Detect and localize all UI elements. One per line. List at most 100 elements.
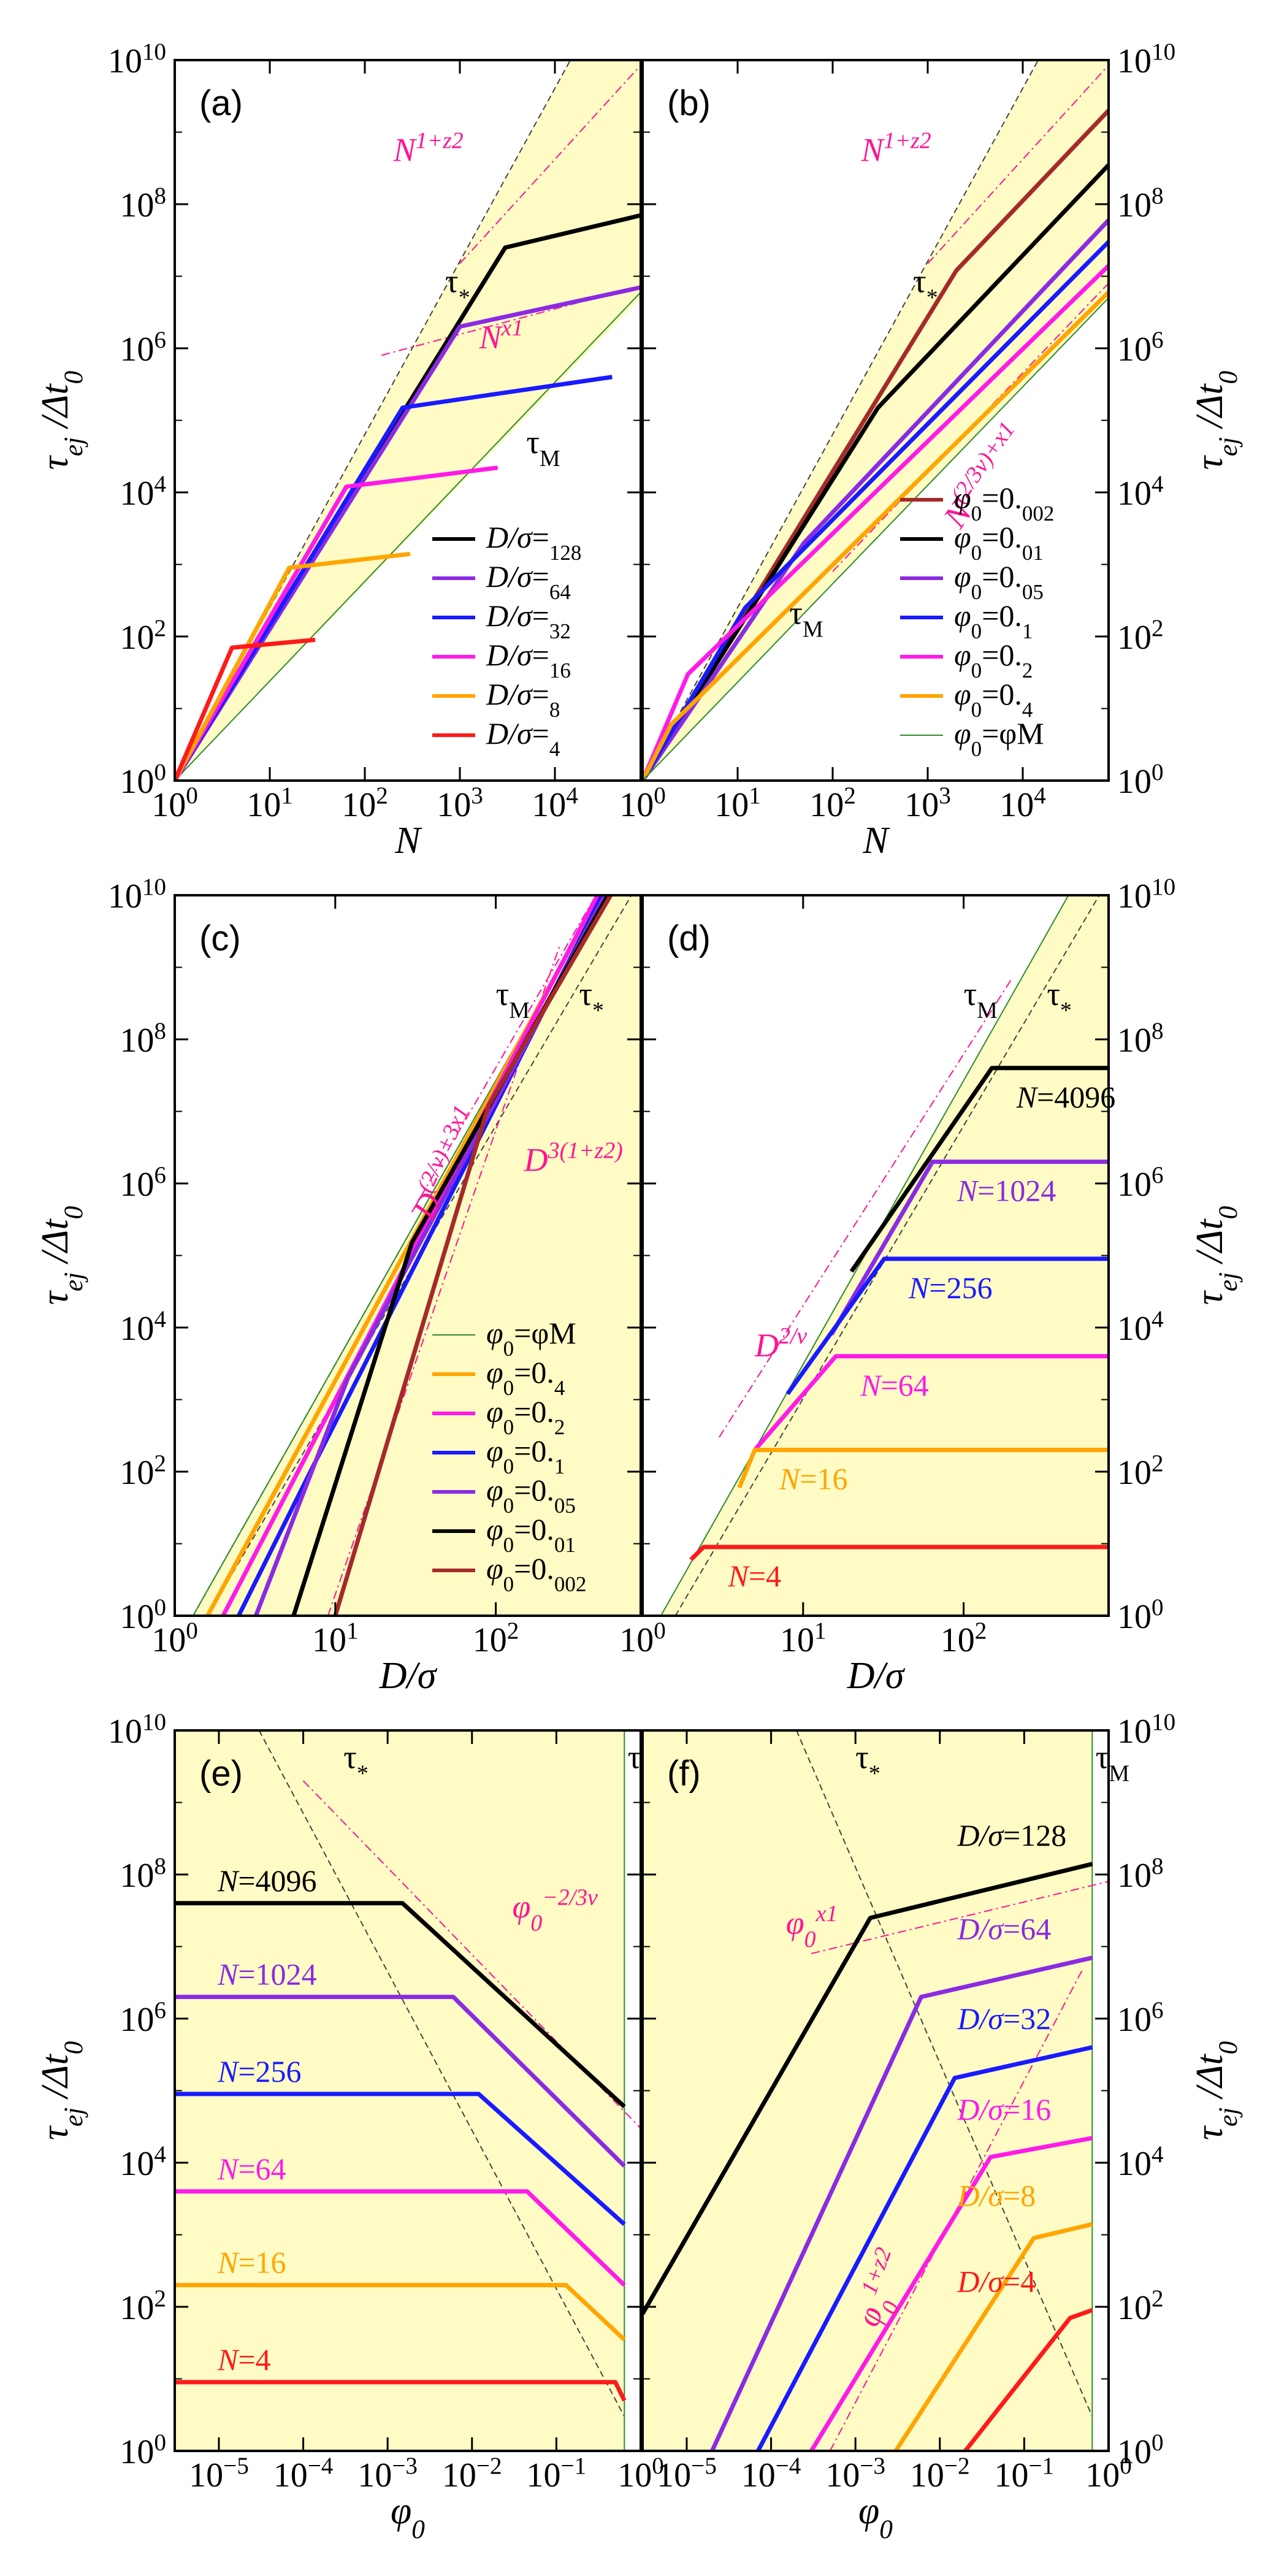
y-tick-label: 1010 [1117,39,1175,81]
tau-star-label: τ* [1047,976,1072,1023]
x-axis-title: D/σ [847,1655,906,1697]
x-tick-label: 101 [246,782,293,825]
series-line [175,2092,626,2226]
series-line [175,465,498,781]
series-inline-label: N=4096 [217,1863,317,1898]
y-tick-label: 108 [120,1853,166,1895]
shaded-region [175,1730,625,2451]
y-tick-label: 106 [120,327,166,369]
y-tick-label: 1010 [1117,1709,1175,1751]
series-line [221,895,600,1616]
x-tick-label: 102 [941,1618,987,1660]
x-tick-label: 10−4 [273,2453,334,2495]
x-tick-label: 10−2 [442,2453,502,2495]
y-tick-label: 104 [120,1306,166,1348]
series-inline-label: D/σ=64 [957,1912,1051,1946]
x-axis-title: φ0 [858,2490,893,2544]
y-tick-label: 100 [120,759,166,801]
series-line [175,2283,626,2342]
panel-label: (e) [199,1754,243,1794]
series-line [756,2045,1093,2451]
x-tick-label: 100 [619,1618,666,1660]
series-inline-label: N=64 [860,1368,929,1402]
x-tick-label: 100 [151,1618,198,1660]
series-line [785,1256,1109,1396]
x-tick-label: 10−3 [825,2453,885,2495]
power-law-label: Nx1 [479,315,524,356]
x-tick-label: 10−2 [910,2453,970,2495]
power-law-label: N1+z2 [861,128,931,168]
legend-label: φ0=0.002 [486,1551,586,1596]
legend-label: D/σ=32 [486,598,571,643]
series-inline-label: N=16 [217,2245,286,2280]
power-law-label: φ0−2/3ν [512,1885,598,1936]
series-line [643,109,1109,781]
series-inline-label: N=1024 [217,1957,317,1992]
series-inline-label: N=16 [779,1462,848,1496]
y-tick-label: 104 [1117,2141,1164,2184]
y-tick-label: 102 [120,2285,166,2328]
series-line [333,895,613,1616]
x-tick-label: 100 [617,2453,664,2495]
series-line [175,2189,626,2287]
legend-label: φ0=0.1 [954,598,1033,643]
y-tick-label: 106 [1117,1997,1164,2039]
series-line [710,1955,1093,2451]
panel-label: (d) [667,919,711,958]
series-inline-label: N=4 [728,1559,782,1593]
guide-line [674,895,1100,1616]
y-tick-label: 106 [1117,1162,1164,1204]
panel-c: 100 102 104 106 108 1010 100 101 102 D/σ τej /Δt0 (… [34,874,642,1697]
y-tick-label: 100 [1117,759,1164,801]
y-tick-label: 104 [120,471,166,513]
series-inline-label: D/σ=8 [957,2178,1036,2212]
y-tick-label: 1010 [108,39,166,81]
series-line [175,1995,626,2168]
series-line [963,2308,1093,2451]
series-line [175,1901,626,2109]
legend-label: φ0=φM [954,716,1044,761]
legend-label: D/σ=64 [486,559,571,604]
x-tick-label: 101 [312,1618,359,1660]
series-line [175,375,613,781]
y-tick-label: 106 [120,1162,166,1204]
legend-label: D/σ=128 [486,520,581,565]
shaded-region [175,60,641,781]
series-line [643,1862,1093,2315]
legend-label: φ0=0.05 [486,1473,576,1518]
series-line [849,1066,1109,1273]
x-tick-label: 10−4 [741,2453,801,2495]
x-tick-label: 10−5 [657,2453,717,2495]
y-tick-label: 102 [1117,1450,1164,1492]
y-tick-label: 104 [120,2141,166,2184]
guide-line [258,1730,625,2417]
y-tick-label: 104 [1117,1306,1164,1348]
series-line [643,297,1109,781]
x-axis-title: N [394,820,422,862]
series-inline-label: N=256 [908,1271,993,1305]
guide-line [643,60,1039,781]
x-tick-label: 100 [619,782,666,825]
power-law-label: D3(1+z2) [524,1137,623,1178]
y-tick-label: 1010 [108,1709,166,1751]
y-tick-label: 102 [1117,2285,1164,2328]
legend-label: φ0=0.2 [954,638,1033,682]
legend-label: D/σ=16 [486,638,571,682]
y-axis-title: τej /Δt0 [1189,1206,1243,1305]
y-tick-label: 1010 [1117,874,1175,916]
y-tick-label: 106 [120,1997,166,2039]
y-tick-label: 100 [120,1594,166,1637]
series-line [175,2380,627,2402]
legend-label: φ0=0.4 [954,677,1033,722]
y-axis-title: τej /Δt0 [34,2041,88,2140]
legend-label: φ0=φM [486,1316,576,1361]
x-axis-title: N [862,820,890,862]
series-inline-label: D/σ=128 [957,1818,1066,1852]
series-line [737,1448,1109,1489]
y-axis-title: τej /Δt0 [34,370,88,470]
x-tick-label: 104 [999,782,1046,825]
tau-m-label: τM [1096,1738,1129,1786]
series-line [175,551,411,781]
